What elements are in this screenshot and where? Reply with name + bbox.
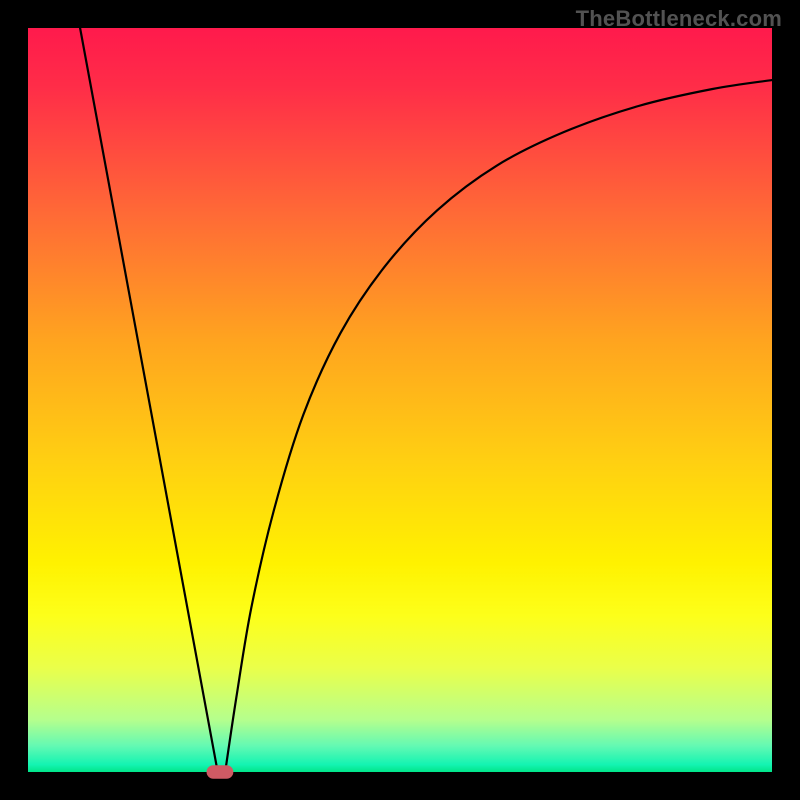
- vertex-marker: [207, 765, 234, 778]
- bottleneck-chart: [0, 0, 800, 800]
- watermark-text: TheBottleneck.com: [576, 6, 782, 32]
- gradient-background: [28, 28, 772, 772]
